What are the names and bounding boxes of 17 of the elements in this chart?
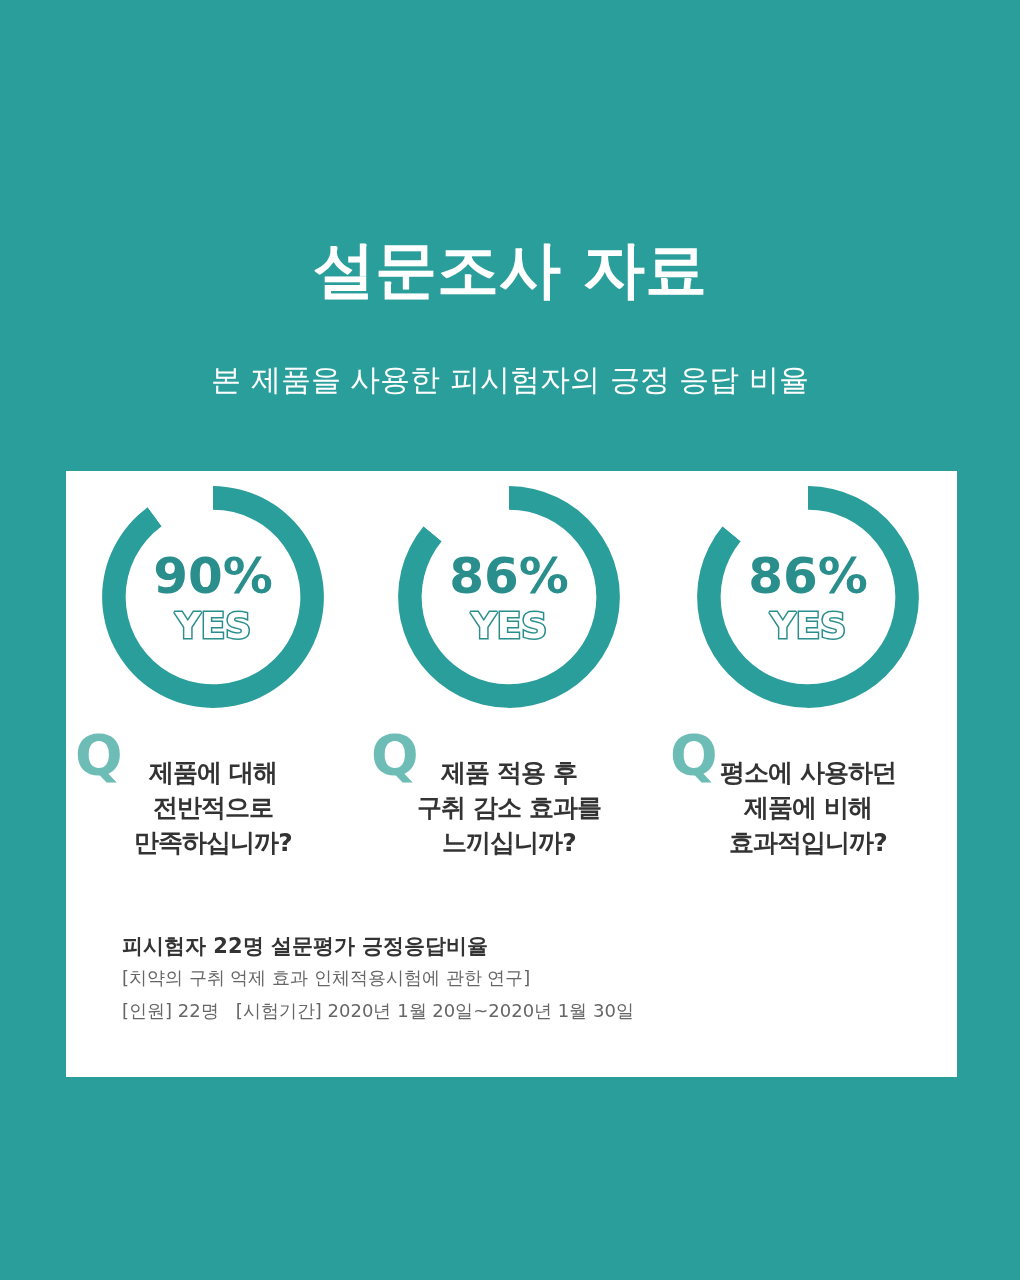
data-label: 86% bbox=[748, 547, 868, 605]
text: [인원] 22명 [시험기간] 2020년 1월 20일~2020년 1월 30일 bbox=[122, 999, 634, 1023]
text: 설문조사 자료 bbox=[312, 232, 708, 308]
text: 제품에 대해 전반적으로 만족하십니까? bbox=[134, 758, 292, 857]
slice-label: YES bbox=[768, 604, 847, 646]
text: 평소에 사용하던 제품에 비해 효과적입니까? bbox=[720, 758, 896, 857]
text: 본 제품을 사용한 피시험자의 긍정 응답 비율 bbox=[210, 361, 810, 399]
text: 피시험자 22명 설문평가 긍정응답비율 bbox=[122, 933, 489, 960]
slice-label: YES bbox=[173, 604, 252, 646]
text: 제품 적용 후 구취 감소 효과를 느끼십니까? bbox=[417, 758, 601, 857]
data-label: 86% bbox=[449, 547, 569, 605]
slice-label: YES bbox=[469, 604, 548, 646]
text: Q bbox=[371, 722, 419, 787]
text: Q bbox=[75, 722, 123, 787]
text: [치약의 구취 억제 효과 인체적용시험에 관한 연구] bbox=[122, 966, 531, 990]
text: Q bbox=[670, 722, 718, 787]
data-label: 90% bbox=[153, 547, 273, 605]
